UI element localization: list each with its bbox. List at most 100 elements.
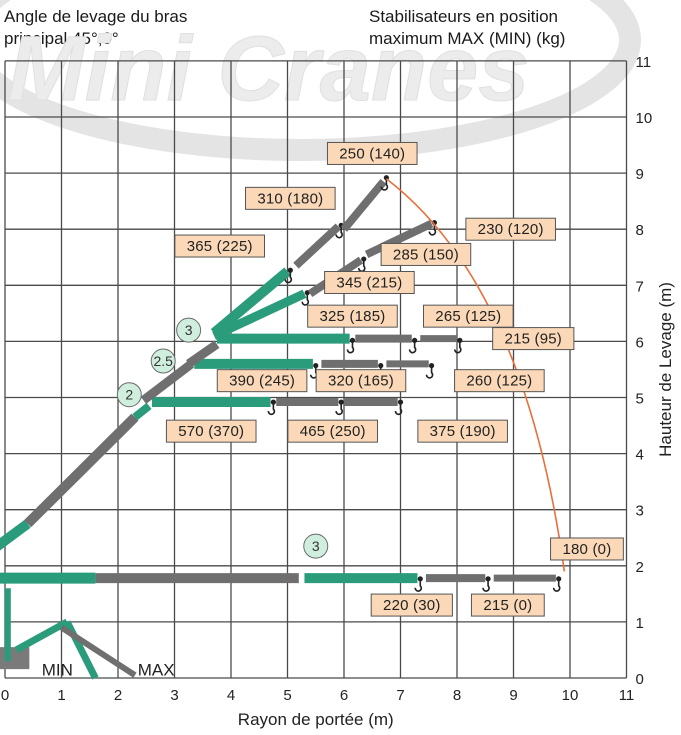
boom-main-base [0,519,31,551]
load-label-box [550,537,624,561]
y-tick-label: 5 [636,391,644,408]
arm-310 [293,223,342,269]
hook-pulley [304,290,310,296]
hook-line [552,579,561,592]
hook-line [482,579,490,592]
hook-345 [301,290,310,306]
hook-220 [414,576,423,592]
x-tick-label: 3 [170,687,178,704]
arm-250 [340,178,387,232]
section-circle [116,382,142,408]
hook-180 [552,576,562,592]
y-tick-label: 8 [636,222,644,239]
hook-pulley [397,399,404,405]
load-label-text: 365 (225) [187,238,253,255]
watermark-text: Mini Cranes [8,18,529,120]
hook-line [454,341,462,354]
load-label-box [324,270,415,294]
hook-line [414,579,423,592]
hook-line [284,271,293,284]
hook-pulley [428,363,435,369]
load-label-text: 220 (30) [383,597,440,614]
hook-pulley [412,337,418,343]
x-tick-label: 10 [562,687,579,704]
section-marker: 2 [116,382,142,408]
hook-pulley [313,363,319,369]
hook-pulley [485,576,491,582]
load-label-text: 180 (0) [562,541,611,558]
y-tick-label: 2 [636,559,644,576]
load-label-text: 320 (165) [328,373,394,390]
header-left: Angle de levage du bras principal 45°,0° [4,6,304,50]
x-tick-label: 9 [509,687,517,704]
y-tick-label: 0 [636,671,644,688]
watermark: Mini Cranes [0,0,641,161]
section-label: 3 [185,322,193,338]
hook-215 [454,337,463,354]
load-label-box [470,593,545,617]
section-circle [303,533,329,559]
section-markers: 3 2.5 2 3 [116,317,329,559]
hook-line [394,403,403,416]
load-label-text: 265 (125) [435,308,501,325]
hook-pulley [270,399,276,405]
x-tick-label: 0 [1,687,9,704]
x-tick-label: 7 [396,687,404,704]
hook-375 [394,399,404,416]
hook-pulley [361,256,367,262]
outrigger-max [59,624,137,678]
x-tick-label: 1 [57,687,65,704]
load-label-text: 285 (150) [393,246,459,263]
arm-285 [364,219,434,259]
header-left-line1: Angle de levage du bras [4,7,188,26]
outrigger-min [14,618,69,654]
y-tick-label: 11 [636,54,652,71]
load-label-text: 465 (250) [300,423,366,440]
load-label: 320 (165) [315,369,407,393]
load-label-box [370,593,453,617]
hook-pulley [338,399,344,405]
hook-line [408,341,417,354]
hook-line [267,403,276,416]
crane-base [0,647,30,670]
load-label-text: 375 (190) [430,423,496,440]
arm-365 [210,267,291,337]
hook-325 [346,337,356,354]
load-label-text: 215 (95) [505,331,562,348]
load-label-box [307,304,398,328]
boom-main-tip [132,402,152,421]
load-label: 215 (0) [470,593,545,617]
load-label-text: 570 (370) [178,423,244,440]
hook-pulley [417,576,423,582]
hook-line [346,341,355,354]
load-labels: 250 (140) 310 (180) 230 (120) 365 (225) 285 … [165,141,624,617]
hook-570 [267,399,276,416]
hook-pulley [457,337,463,343]
hook-345-ext [357,256,367,273]
load-label-box [423,304,514,328]
x-tick-label: 2 [114,687,122,704]
load-label: 215 (95) [492,327,575,351]
hook-pulley [556,576,562,582]
load-label: 310 (180) [245,186,336,210]
load-label: 345 (215) [324,270,415,294]
watermark-ring [0,0,641,161]
x-tick-label: 4 [227,687,235,704]
header-right: Stabilisateurs en position maximum MAX (… [369,6,669,50]
hook-line [380,178,389,191]
header-right-line2: maximum MAX (MIN) (kg) [369,29,566,48]
hook-265 [408,337,418,354]
y-tick-label: 6 [636,334,644,351]
hook-215-h [482,576,491,592]
header-left-line2: principal 45°,0° [4,29,119,48]
section-marker: 3 [176,317,202,343]
boom-main-mid [24,413,139,528]
load-label: 285 (150) [380,242,472,266]
load-label: 220 (30) [370,593,453,617]
load-label-text: 390 (245) [229,373,295,390]
header-right-line1: Stabilisateurs en position [369,7,559,26]
load-label-box [326,141,418,165]
load-label: 250 (140) [326,141,418,165]
load-label: 465 (250) [287,419,378,443]
